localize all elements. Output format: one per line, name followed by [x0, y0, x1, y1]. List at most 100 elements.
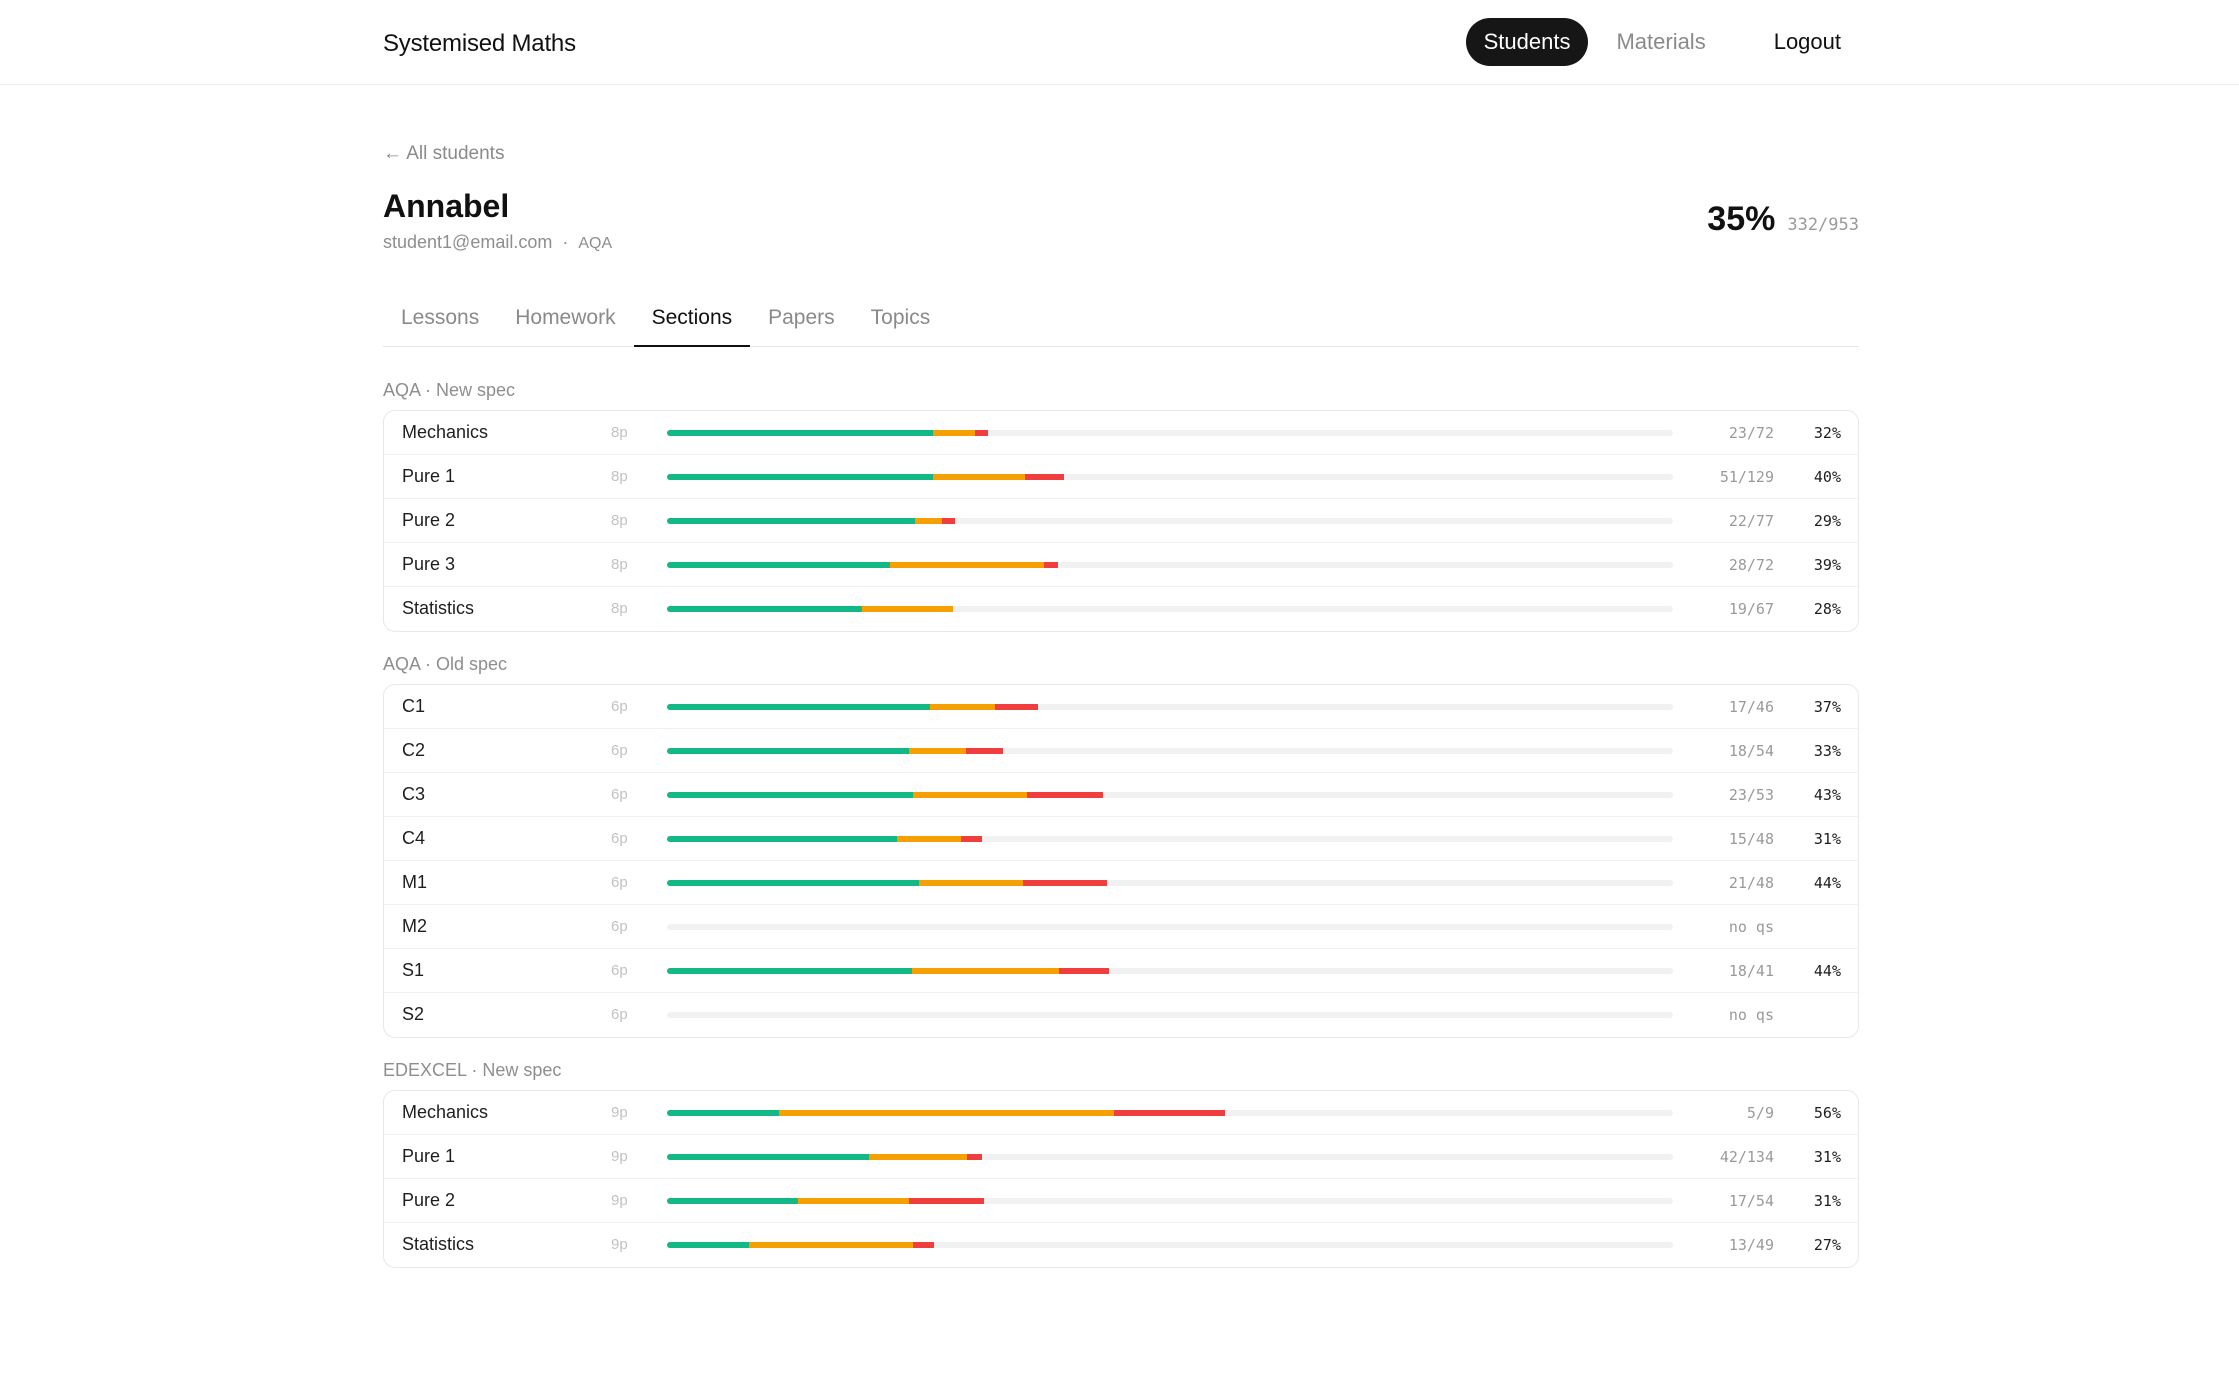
section-percent: 33% [1813, 742, 1841, 760]
nav-students[interactable]: Students [1465, 18, 1589, 66]
paper-count: 9p [611, 1236, 628, 1253]
progress-bar [667, 1242, 1673, 1248]
logout-button[interactable]: Logout [1773, 29, 1841, 54]
progress-segment-partial [869, 1154, 967, 1160]
progress-segment-wrong [913, 1242, 934, 1248]
section-row[interactable]: Pure 1 8p 51/129 40% [384, 455, 1858, 499]
progress-segment-wrong [966, 1154, 982, 1160]
section-label: Mechanics [402, 422, 489, 442]
progress-segment-correct [667, 1110, 779, 1116]
progress-segment-correct [667, 704, 930, 710]
section-fraction: no qs [1728, 1006, 1774, 1024]
nav-materials[interactable]: Materials [1616, 29, 1706, 54]
progress-bar [667, 606, 1673, 612]
section-row[interactable]: Pure 3 8p 28/72 39% [384, 543, 1858, 587]
progress-segment-partial [929, 704, 995, 710]
group-title: AQA · Old spec [383, 654, 508, 674]
progress-segment-correct [667, 1154, 870, 1160]
paper-count: 6p [611, 962, 628, 979]
section-fraction: 51/129 [1719, 468, 1774, 486]
section-fraction: 18/41 [1728, 962, 1774, 980]
progress-segment-correct [667, 880, 919, 886]
paper-count: 6p [611, 698, 628, 715]
back-to-students-link[interactable]: ← All students [383, 143, 505, 164]
section-fraction: 23/72 [1728, 424, 1774, 442]
paper-count: 9p [611, 1148, 628, 1165]
section-row[interactable]: C2 6p 18/54 33% [384, 729, 1858, 773]
progress-segment-correct [667, 518, 916, 524]
progress-bar [667, 1012, 1673, 1018]
paper-count: 8p [611, 468, 628, 485]
progress-segment-correct [667, 430, 933, 436]
section-row[interactable]: M2 6p no qs [384, 905, 1858, 949]
section-row[interactable]: M1 6p 21/48 44% [384, 861, 1858, 905]
paper-count: 9p [611, 1192, 628, 1209]
paper-count: 6p [611, 1006, 628, 1023]
section-row[interactable]: Statistics 8p 19/67 28% [384, 587, 1858, 631]
progress-segment-partial [909, 748, 966, 754]
section-label: M2 [402, 916, 428, 936]
progress-bar [667, 1154, 1673, 1160]
paper-count: 9p [611, 1104, 628, 1121]
progress-segment-wrong [994, 704, 1039, 710]
progress-segment-wrong [1113, 1110, 1226, 1116]
brand-logo[interactable]: Systemised Maths [383, 30, 576, 57]
section-percent: 31% [1813, 1148, 1841, 1166]
section-row[interactable]: Pure 1 9p 42/134 31% [384, 1135, 1858, 1179]
progress-segment-correct [667, 606, 863, 612]
section-label: C1 [402, 696, 426, 716]
paper-count: 6p [611, 830, 628, 847]
progress-segment-partial [749, 1242, 914, 1248]
section-label: Pure 1 [402, 466, 456, 486]
section-card: C1 6p 17/46 37% C2 6p 18/54 33% C3 6p 23/53 43% C4 6p… [383, 684, 1859, 1038]
section-label: C2 [402, 740, 426, 760]
overall-score: 35% 332/953 [1707, 200, 1859, 239]
paper-count: 6p [611, 874, 628, 891]
section-card: Mechanics 8p 23/72 32% Pure 1 8p 51/129 40% Pure… [383, 410, 1859, 632]
overall-fraction: 332/953 [1787, 215, 1859, 235]
section-fraction: 18/54 [1728, 742, 1774, 760]
progress-segment-partial [890, 562, 1045, 568]
paper-count: 8p [611, 600, 628, 617]
progress-segment-correct [667, 562, 891, 568]
section-fraction: 42/134 [1719, 1148, 1774, 1166]
progress-bar [667, 924, 1673, 930]
section-percent: 31% [1813, 830, 1841, 848]
tab-homework[interactable]: Homework [515, 306, 616, 329]
section-row[interactable]: S2 6p no qs [384, 993, 1858, 1037]
progress-segment-wrong [1027, 792, 1103, 798]
tab-sections[interactable]: Sections [633, 294, 751, 347]
section-label: S1 [402, 960, 425, 980]
progress-segment-wrong [960, 836, 982, 842]
section-row[interactable]: Pure 2 9p 17/54 31% [384, 1179, 1858, 1223]
section-row[interactable]: Pure 2 8p 22/77 29% [384, 499, 1858, 543]
progress-bar [667, 704, 1673, 710]
progress-segment-wrong [909, 1198, 984, 1204]
section-row[interactable]: C3 6p 23/53 43% [384, 773, 1858, 817]
student-meta: student1@email.com · AQA [383, 232, 612, 253]
section-label: Statistics [402, 1234, 475, 1254]
section-row[interactable]: Mechanics 8p 23/72 32% [384, 411, 1858, 455]
section-percent: 56% [1813, 1104, 1841, 1122]
progress-segment-wrong [1025, 474, 1065, 480]
paper-count: 8p [611, 512, 628, 529]
section-percent: 39% [1813, 556, 1841, 574]
section-label: C3 [402, 784, 426, 804]
progress-segment-partial [932, 430, 975, 436]
exam-board: AQA [578, 235, 613, 252]
section-row[interactable]: C1 6p 17/46 37% [384, 685, 1858, 729]
tab-papers[interactable]: Papers [768, 306, 835, 329]
section-row[interactable]: C4 6p 15/48 31% [384, 817, 1858, 861]
paper-count: 6p [611, 918, 628, 935]
progress-segment-partial [897, 836, 961, 842]
section-label: M1 [402, 872, 428, 892]
section-percent: 44% [1813, 962, 1841, 980]
progress-segment-partial [913, 792, 1028, 798]
section-row[interactable]: Mechanics 9p 5/9 56% [384, 1091, 1858, 1135]
section-fraction: 19/67 [1728, 600, 1774, 618]
section-row[interactable]: Statistics 9p 13/49 27% [384, 1223, 1858, 1267]
tab-lessons[interactable]: Lessons [401, 306, 480, 329]
section-label: Pure 2 [402, 510, 456, 530]
tab-topics[interactable]: Topics [870, 306, 931, 329]
section-row[interactable]: S1 6p 18/41 44% [384, 949, 1858, 993]
